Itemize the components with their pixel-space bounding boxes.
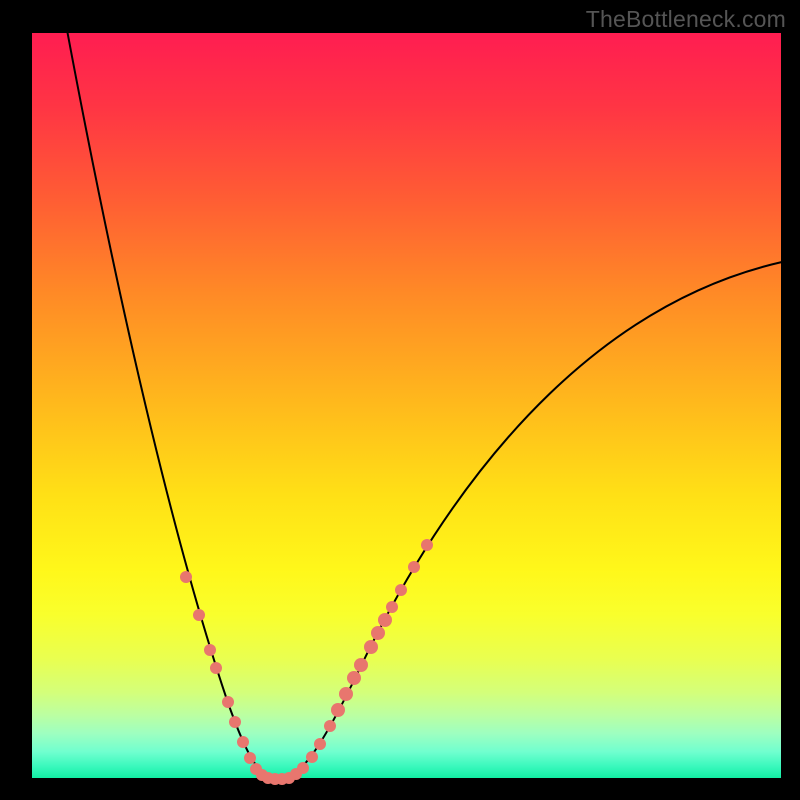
marker-point	[324, 720, 336, 732]
marker-point	[306, 751, 318, 763]
marker-point	[210, 662, 222, 674]
marker-point	[193, 609, 205, 621]
marker-point	[297, 762, 309, 774]
marker-point	[386, 601, 398, 613]
watermark-text: TheBottleneck.com	[586, 6, 786, 33]
gradient-background	[32, 33, 781, 778]
marker-point	[222, 696, 234, 708]
marker-point	[395, 584, 407, 596]
marker-point	[364, 640, 378, 654]
marker-point	[204, 644, 216, 656]
marker-point	[314, 738, 326, 750]
marker-point	[421, 539, 433, 551]
marker-point	[244, 752, 256, 764]
marker-point	[339, 687, 353, 701]
chart-svg	[0, 0, 800, 800]
marker-point	[378, 613, 392, 627]
marker-point	[180, 571, 192, 583]
marker-point	[354, 658, 368, 672]
marker-point	[347, 671, 361, 685]
marker-point	[371, 626, 385, 640]
marker-point	[408, 561, 420, 573]
marker-point	[331, 703, 345, 717]
marker-point	[237, 736, 249, 748]
marker-point	[229, 716, 241, 728]
